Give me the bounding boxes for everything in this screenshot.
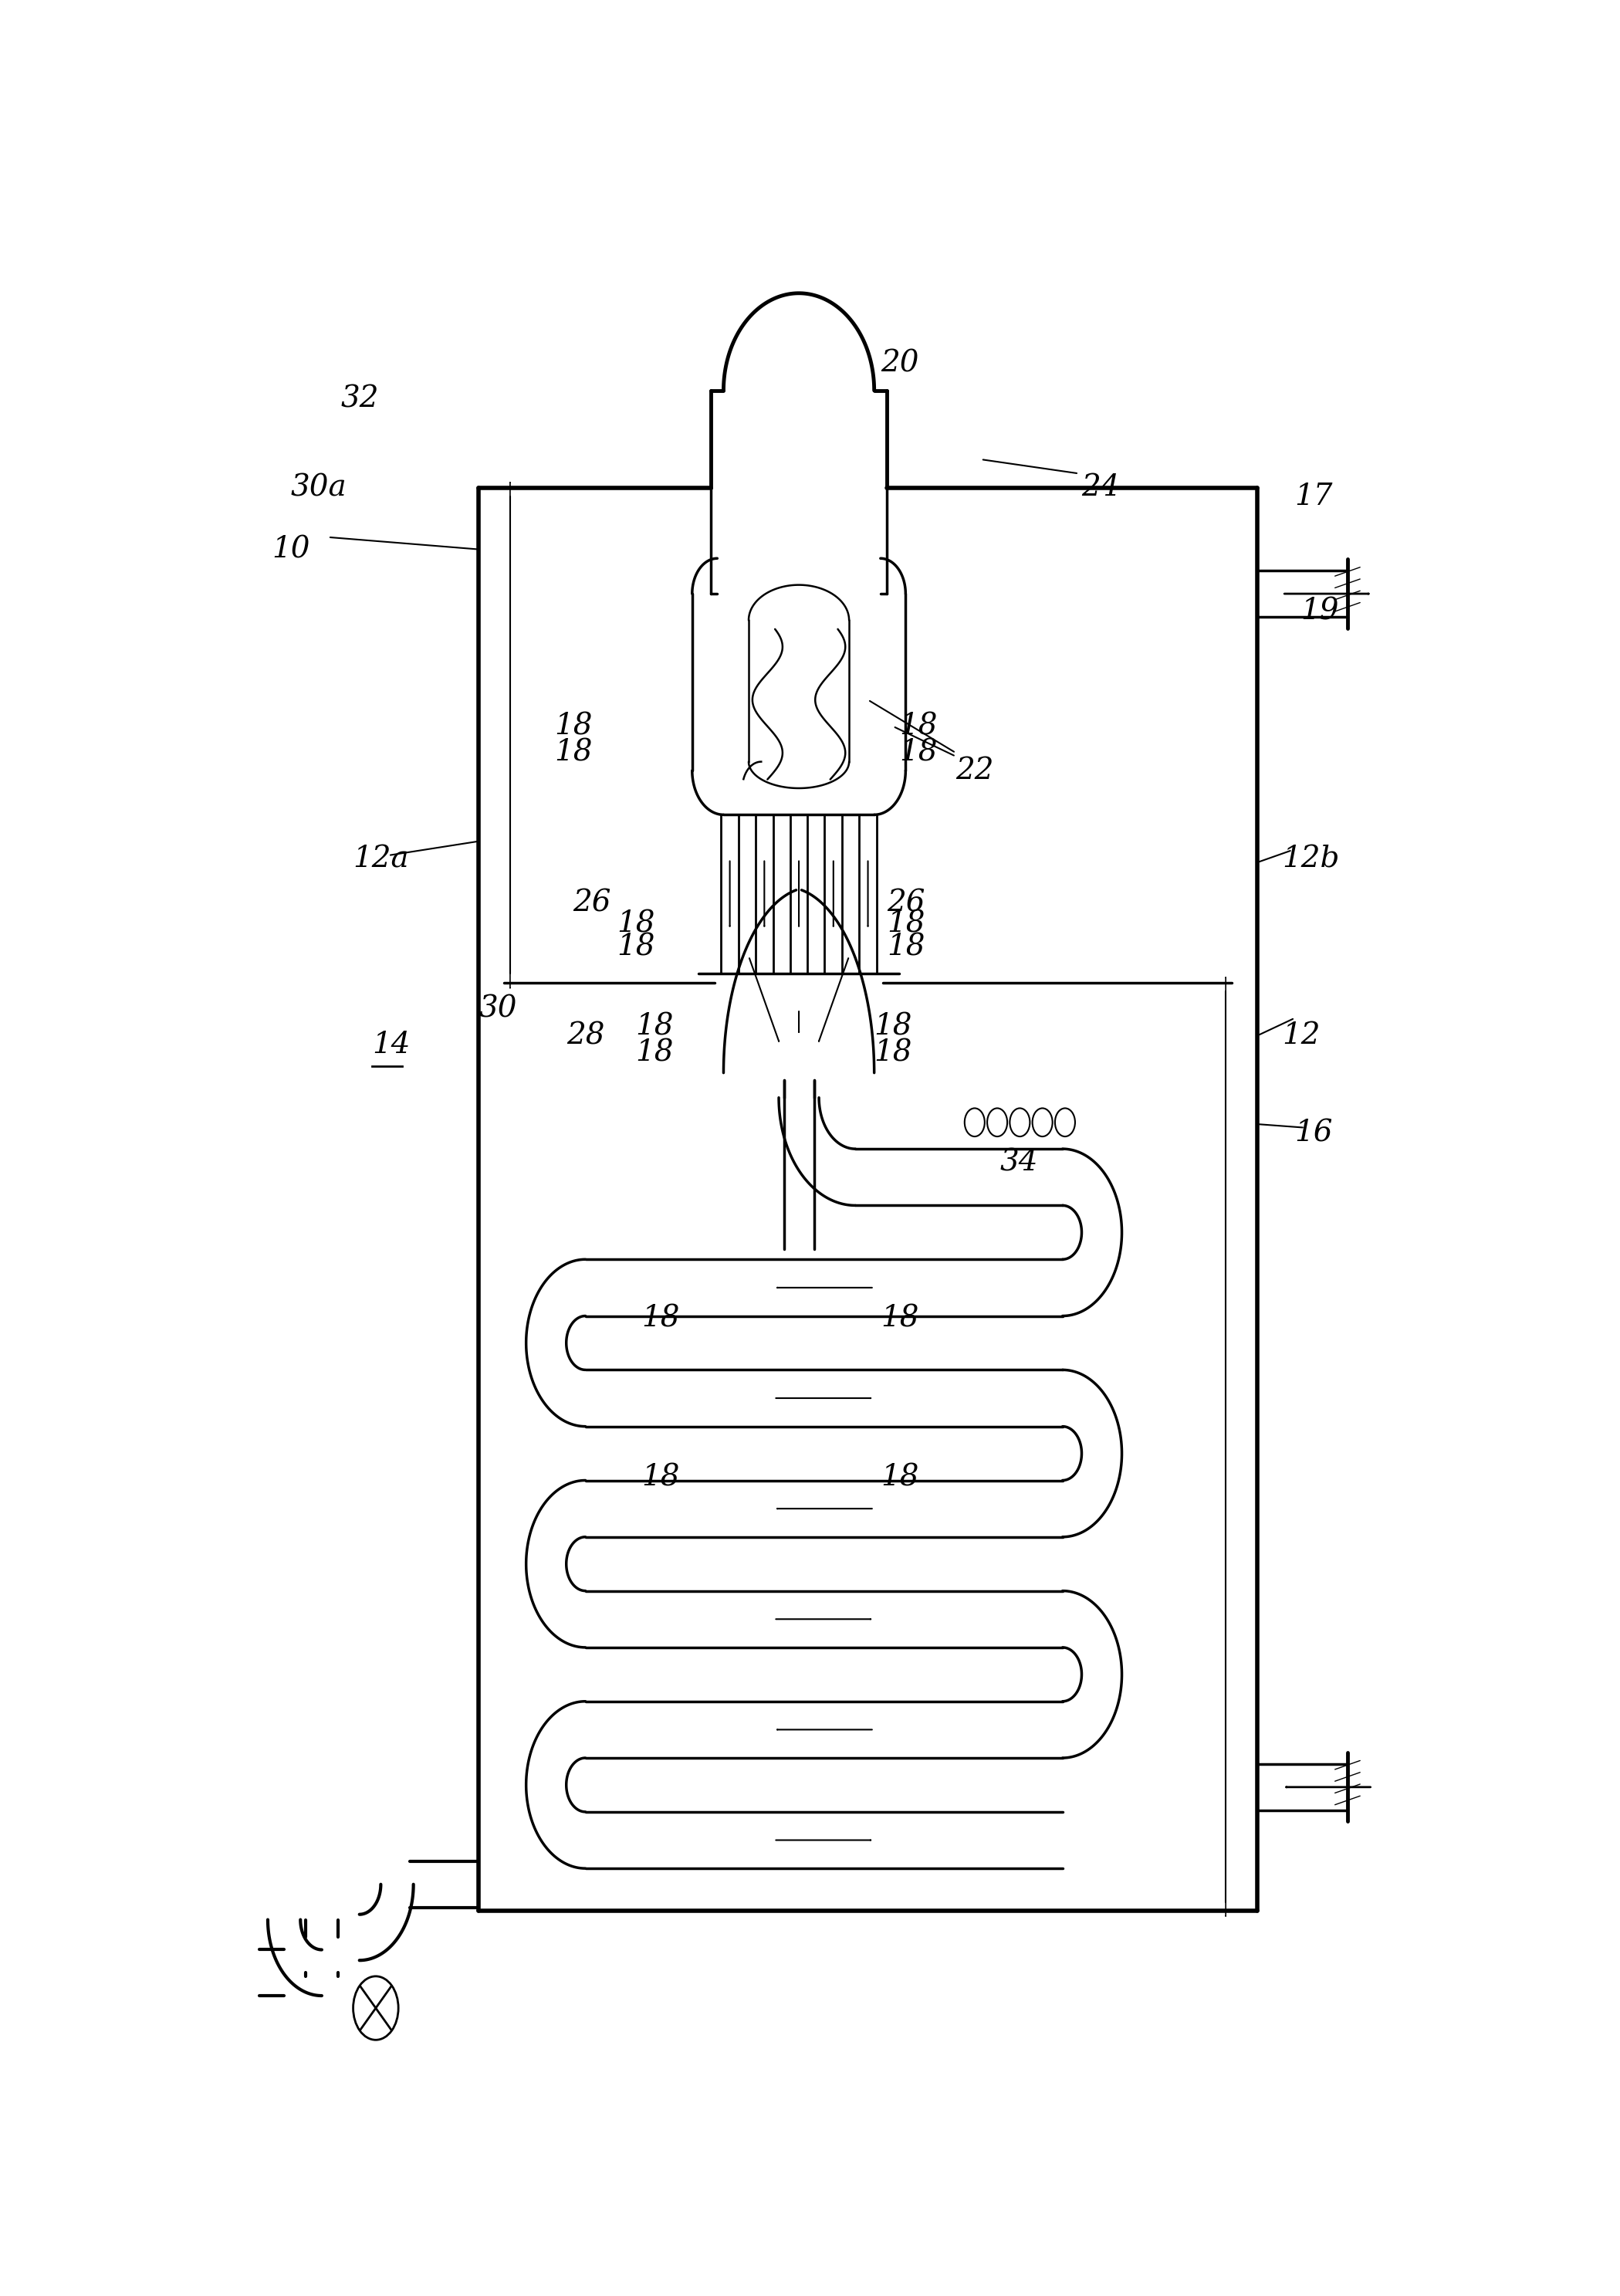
Text: 10: 10 bbox=[272, 535, 309, 565]
Text: 18: 18 bbox=[554, 739, 593, 767]
Text: 26: 26 bbox=[886, 889, 925, 918]
Text: 12b: 12b bbox=[1283, 845, 1340, 872]
Text: 18: 18 bbox=[899, 712, 938, 742]
Text: 17: 17 bbox=[1294, 482, 1333, 510]
Text: 18: 18 bbox=[554, 712, 593, 742]
Text: 12: 12 bbox=[1283, 1022, 1320, 1049]
Text: 32: 32 bbox=[340, 386, 379, 413]
Text: 19: 19 bbox=[1301, 597, 1340, 627]
Text: 12a: 12a bbox=[353, 845, 410, 872]
Text: 18: 18 bbox=[875, 1040, 912, 1068]
Text: 24: 24 bbox=[1082, 473, 1119, 503]
Text: 16: 16 bbox=[1294, 1118, 1333, 1148]
Text: 30: 30 bbox=[480, 994, 517, 1024]
Text: 28: 28 bbox=[567, 1022, 604, 1049]
Text: 26: 26 bbox=[573, 889, 611, 918]
Text: 18: 18 bbox=[642, 1304, 680, 1334]
Text: 18: 18 bbox=[881, 1304, 919, 1334]
Text: 30a: 30a bbox=[290, 473, 347, 503]
Text: 34: 34 bbox=[1000, 1148, 1038, 1178]
Text: 22: 22 bbox=[956, 755, 995, 785]
Text: 18: 18 bbox=[881, 1463, 919, 1492]
Text: 18: 18 bbox=[899, 739, 938, 767]
Text: 18: 18 bbox=[617, 909, 654, 939]
Text: 18: 18 bbox=[875, 1013, 912, 1040]
Text: 20: 20 bbox=[881, 349, 919, 379]
Text: 18: 18 bbox=[886, 909, 925, 939]
Text: 18: 18 bbox=[886, 932, 925, 962]
Text: 18: 18 bbox=[635, 1013, 674, 1040]
Text: 14: 14 bbox=[373, 1031, 410, 1058]
Text: 18: 18 bbox=[617, 932, 654, 962]
Text: 18: 18 bbox=[635, 1040, 674, 1068]
Text: 18: 18 bbox=[642, 1463, 680, 1492]
